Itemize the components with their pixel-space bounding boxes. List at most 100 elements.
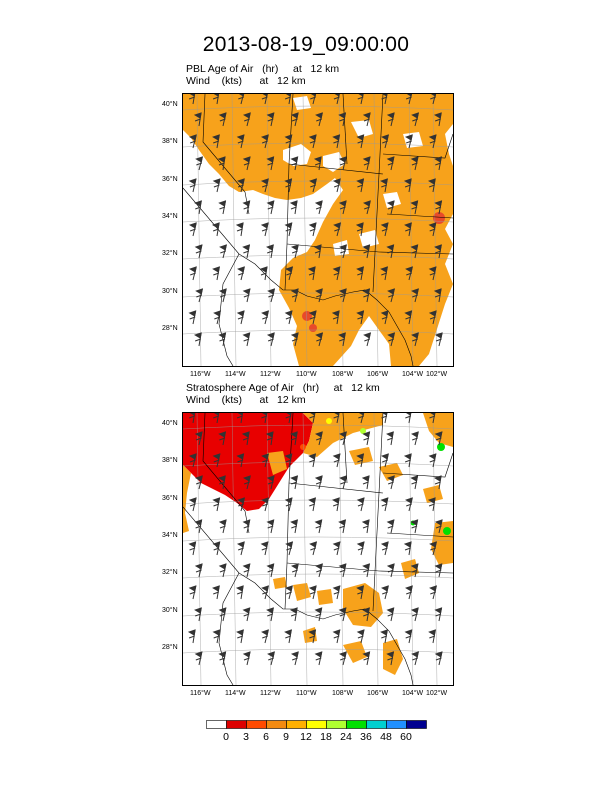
wind-barb: [410, 563, 419, 578]
wind-barb: [355, 222, 364, 237]
wind-barb: [236, 134, 245, 149]
wind-barb: [188, 497, 197, 512]
wind-barb: [381, 94, 388, 105]
wind-barb: [290, 519, 298, 534]
latitude-tick-label: 28°N: [162, 325, 178, 332]
wind-barb: [434, 607, 443, 622]
colorbar-swatch: [366, 720, 387, 729]
longitude-tick-label: 108°W: [332, 690, 354, 697]
wind-barb: [387, 332, 396, 347]
wind-barb: [213, 310, 221, 325]
wind-barb: [361, 475, 370, 490]
wind-barb: [433, 475, 442, 490]
wind-barb: [338, 200, 347, 215]
longitude-line: [338, 413, 344, 685]
latitude-tick-label: 34°N: [162, 213, 178, 220]
wind-barb: [338, 563, 347, 578]
pbl-borders: [183, 94, 453, 366]
wind-barb: [339, 475, 348, 490]
wind-barb: [284, 222, 293, 237]
wind-barb: [193, 112, 202, 127]
wind-barb: [242, 288, 251, 303]
wind-barb: [314, 431, 323, 446]
longitude-tick-label: 112°W: [260, 371, 281, 378]
wind-barb: [284, 178, 293, 193]
wind-barb: [285, 585, 293, 600]
latitude-tick-label: 34°N: [162, 532, 178, 539]
colorbar-swatch: [226, 720, 247, 729]
wind-barb: [261, 585, 269, 600]
wind-barb: [356, 266, 364, 281]
wind-barb: [380, 222, 389, 237]
stratosphere-age-of-air-map: [182, 412, 454, 686]
wind-barb: [434, 244, 442, 259]
wind-barb: [428, 629, 436, 644]
longitude-line: [196, 413, 202, 685]
wind-barb: [339, 651, 347, 666]
wind-barb: [314, 519, 323, 534]
wind-barb: [284, 629, 292, 644]
wind-barb: [386, 607, 395, 622]
wind-barb: [212, 134, 220, 149]
colorbar-swatch: [266, 720, 287, 729]
colorbar-swatch: [306, 720, 327, 729]
wind-barb: [356, 453, 365, 468]
wind-barb: [284, 134, 293, 149]
longitude-tick-label: 112°W: [260, 690, 281, 697]
latitude-tick-label: 38°N: [162, 138, 178, 145]
longitude-tick-label: 110°W: [296, 371, 317, 378]
wind-barb: [386, 200, 395, 215]
longitude-tick-label: 104°W: [402, 371, 424, 378]
wind-barb: [434, 431, 443, 446]
panel1-label-line1: PBL Age of Air (hr) at 12 km: [186, 63, 340, 75]
latitude-line: [183, 254, 453, 260]
wind-barb: [411, 112, 420, 127]
wind-barb: [308, 310, 317, 325]
wind-barb: [338, 156, 347, 171]
wind-barb: [266, 200, 275, 215]
wind-barb: [211, 222, 220, 237]
wind-barb: [362, 244, 371, 259]
wind-barb: [430, 94, 437, 105]
latitude-tick-label: 30°N: [162, 288, 178, 295]
latitude-line: [183, 217, 453, 223]
pbl-age-of-air-map: [182, 93, 454, 367]
wind-barb: [235, 222, 244, 237]
wind-barb: [313, 156, 322, 171]
wind-barb: [242, 563, 251, 578]
wind-barb: [362, 156, 371, 171]
wind-barb: [242, 244, 251, 259]
longitude-line: [231, 94, 237, 366]
wind-barb: [428, 222, 437, 237]
wind-barb: [242, 607, 251, 622]
wind-barb: [405, 266, 413, 281]
longitude-tick-label: 114°W: [225, 371, 246, 378]
wind-barb: [236, 413, 244, 424]
wind-barb: [315, 112, 323, 127]
latitude-tick-label: 28°N: [162, 644, 178, 651]
colorbar-label: 0: [223, 731, 229, 743]
pbl-fill-region: [183, 94, 453, 366]
pbl-wind-barbs: [188, 94, 443, 347]
wind-barb: [242, 475, 251, 490]
colorbar-swatch: [206, 720, 227, 729]
wind-barb: [410, 200, 419, 215]
wind-barb: [237, 266, 245, 281]
latitude-line: [183, 536, 453, 542]
colorbar-swatch: [246, 720, 267, 729]
wind-barb: [333, 222, 341, 237]
wind-barb: [434, 519, 443, 534]
wind-barb: [188, 585, 197, 600]
wind-barb: [380, 266, 388, 281]
wind-barb: [357, 94, 364, 105]
wind-barb: [242, 156, 251, 171]
wind-barb: [380, 629, 388, 644]
longitude-tick-label: 104°W: [402, 690, 424, 697]
wind-barb: [308, 585, 317, 600]
pbl-map-svg: [183, 94, 453, 366]
colorbar-label: 60: [400, 731, 412, 743]
wind-barb: [290, 651, 299, 666]
wind-barb: [332, 134, 341, 149]
wind-barb: [405, 413, 412, 424]
wind-barb: [356, 629, 365, 644]
